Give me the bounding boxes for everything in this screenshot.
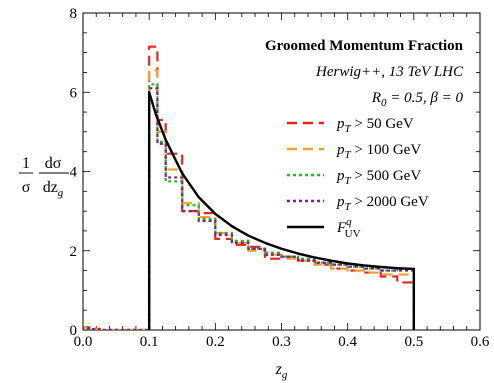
y-tick-label: 2	[70, 244, 78, 260]
x-tick-label: 0.6	[471, 334, 490, 350]
annotation-generator: Herwig++, 13 TeV LHC	[315, 64, 464, 80]
x-axis-label: zg	[275, 361, 288, 381]
x-tick-label: 0.5	[404, 334, 423, 350]
y-label-denominator-2: dzg	[43, 179, 64, 199]
series-curve-fuv	[147, 91, 416, 330]
y-tick-label: 0	[70, 323, 78, 339]
legend-label-2: pT > 100 GeV	[336, 142, 421, 161]
x-tick-label: 0.1	[140, 334, 159, 350]
y-tick-label: 6	[70, 85, 78, 101]
y-tick-label: 8	[70, 6, 78, 22]
x-tick-label: 0.4	[338, 334, 357, 350]
annotation-parameters: R0 = 0.5, β = 0	[371, 90, 464, 109]
legend-label-3: pT > 500 GeV	[336, 168, 421, 187]
legend-label-4: pT > 2000 GeV	[336, 194, 429, 213]
annotation-title: Groomed Momentum Fraction	[265, 38, 464, 54]
y-label-numerator-2: dσ	[45, 155, 62, 172]
legend-label-5: Fq UV	[336, 216, 361, 240]
y-label-numerator-1: 1	[22, 155, 30, 172]
y-label-denominator-1: σ	[22, 179, 31, 196]
series-histogram-2	[83, 69, 415, 330]
y-tick-label: 4	[70, 165, 78, 181]
legend-label-1: pT > 50 GeV	[336, 116, 414, 135]
x-tick-label: 0.2	[206, 334, 225, 350]
x-tick-label: 0.0	[74, 334, 93, 350]
series-histogram-1	[83, 45, 415, 330]
x-tick-label: 0.3	[272, 334, 291, 350]
